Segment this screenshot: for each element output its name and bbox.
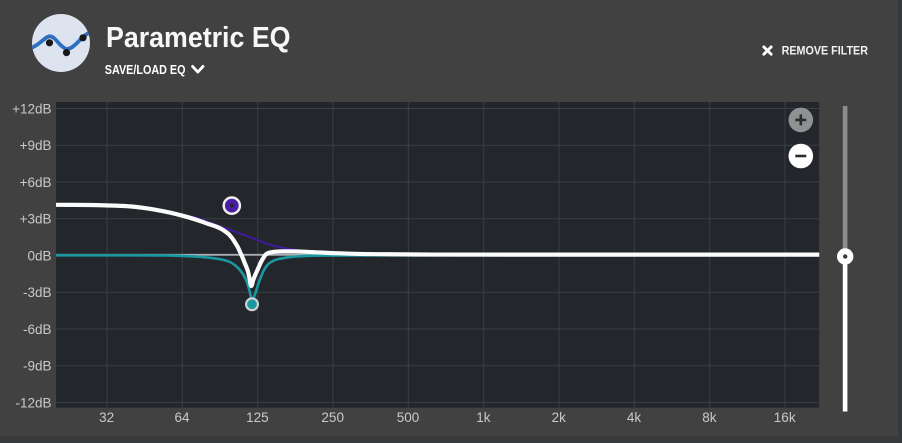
svg-text:REMOVE FILTER: REMOVE FILTER <box>782 44 869 58</box>
svg-text:+9dB: +9dB <box>20 138 52 153</box>
svg-text:-3dB: -3dB <box>23 285 52 300</box>
svg-text:32: 32 <box>99 410 114 425</box>
svg-text:500: 500 <box>397 410 420 425</box>
svg-text:Parametric EQ: Parametric EQ <box>106 22 291 54</box>
svg-text:0dB: 0dB <box>27 248 51 263</box>
svg-text:-9dB: -9dB <box>23 359 52 374</box>
svg-text:8k: 8k <box>702 410 717 425</box>
svg-text:+6dB: +6dB <box>20 175 52 190</box>
svg-text:-6dB: -6dB <box>23 322 52 337</box>
svg-text:-12dB: -12dB <box>15 395 51 410</box>
svg-text:1k: 1k <box>476 410 491 425</box>
svg-text:SAVE/LOAD EQ: SAVE/LOAD EQ <box>105 62 186 77</box>
svg-text:+12dB: +12dB <box>12 101 51 116</box>
svg-text:4k: 4k <box>627 410 642 425</box>
svg-text:250: 250 <box>321 410 344 425</box>
svg-text:+3dB: +3dB <box>20 212 52 227</box>
svg-text:16k: 16k <box>774 410 796 425</box>
svg-text:64: 64 <box>174 410 190 425</box>
svg-text:125: 125 <box>246 410 269 425</box>
svg-text:2k: 2k <box>552 410 567 425</box>
